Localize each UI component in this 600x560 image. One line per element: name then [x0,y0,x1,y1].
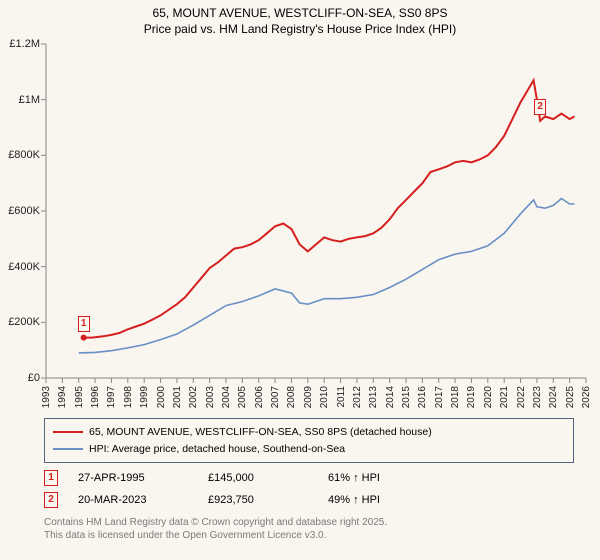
x-tick-label: 2010 [319,386,330,408]
x-tick-label: 2006 [254,386,265,408]
title-line-1: 65, MOUNT AVENUE, WESTCLIFF-ON-SEA, SS0 … [0,6,600,22]
transaction-rows: 1 27-APR-1995 £145,000 61% ↑ HPI 2 20-MAR-202… [44,464,564,508]
x-tick-label: 2013 [368,386,379,408]
x-tick-label: 2020 [483,386,494,408]
x-tick-label: 2016 [417,386,428,408]
x-tick-label: 1997 [106,386,117,408]
txn-date: 27-APR-1995 [78,472,188,484]
footer-line-1: Contains HM Land Registry data © Crown c… [44,516,564,529]
y-tick-label: £400K [0,261,40,273]
x-tick-label: 1998 [123,386,134,408]
legend-item: HPI: Average price, detached house, Sout… [53,442,565,457]
x-tick-label: 2008 [286,386,297,408]
x-tick-label: 2009 [303,386,314,408]
x-tick-label: 2023 [532,386,543,408]
legend-swatch [53,431,83,433]
x-tick-label: 2025 [565,386,576,408]
x-tick-label: 2018 [450,386,461,408]
y-tick-label: £600K [0,205,40,217]
x-tick-label: 1996 [90,386,101,408]
x-tick-label: 1993 [41,386,52,408]
chart-title: 65, MOUNT AVENUE, WESTCLIFF-ON-SEA, SS0 … [0,0,600,37]
transaction-row: 1 27-APR-1995 £145,000 61% ↑ HPI [44,470,564,486]
x-tick-label: 2012 [352,386,363,408]
x-tick-label: 2021 [499,386,510,408]
chart-plot: 12 [46,44,586,378]
txn-hpi: 61% ↑ HPI [328,472,428,484]
txn-hpi: 49% ↑ HPI [328,494,428,506]
legend: 65, MOUNT AVENUE, WESTCLIFF-ON-SEA, SS0 … [44,418,574,463]
marker-badge: 1 [44,470,58,486]
x-tick-label: 2011 [336,386,347,408]
marker-badge: 2 [44,492,58,508]
start-dot [81,335,87,341]
x-tick-label: 2026 [581,386,592,408]
legend-swatch [53,448,83,450]
x-tick-label: 2007 [270,386,281,408]
x-tick-label: 2014 [385,386,396,408]
x-tick-label: 2000 [156,386,167,408]
x-tick-label: 2002 [188,386,199,408]
footer-line-2: This data is licensed under the Open Gov… [44,529,564,542]
x-tick-label: 2005 [237,386,248,408]
y-tick-label: £0 [0,372,40,384]
x-tick-label: 1994 [57,386,68,408]
x-tick-label: 2004 [221,386,232,408]
legend-label: 65, MOUNT AVENUE, WESTCLIFF-ON-SEA, SS0 … [89,425,432,440]
txn-price: £923,750 [208,494,308,506]
footer-attribution: Contains HM Land Registry data © Crown c… [44,516,564,542]
x-tick-label: 2003 [205,386,216,408]
y-tick-label: £200K [0,316,40,328]
y-tick-label: £800K [0,149,40,161]
legend-label: HPI: Average price, detached house, Sout… [89,442,345,457]
txn-date: 20-MAR-2023 [78,494,188,506]
legend-item: 65, MOUNT AVENUE, WESTCLIFF-ON-SEA, SS0 … [53,425,565,440]
title-line-2: Price paid vs. HM Land Registry's House … [0,22,600,38]
x-tick-label: 2015 [401,386,412,408]
x-tick-label: 2001 [172,386,183,408]
x-tick-label: 1999 [139,386,150,408]
x-tick-label: 2017 [434,386,445,408]
chart-marker-1: 1 [78,316,90,332]
transaction-row: 2 20-MAR-2023 £923,750 49% ↑ HPI [44,492,564,508]
x-tick-label: 2024 [548,386,559,408]
x-tick-label: 1995 [74,386,85,408]
series-hpi [79,199,575,353]
y-tick-label: £1M [0,94,40,106]
y-tick-label: £1.2M [0,38,40,50]
chart-marker-2: 2 [534,99,546,115]
x-tick-label: 2019 [466,386,477,408]
x-tick-label: 2022 [516,386,527,408]
txn-price: £145,000 [208,472,308,484]
